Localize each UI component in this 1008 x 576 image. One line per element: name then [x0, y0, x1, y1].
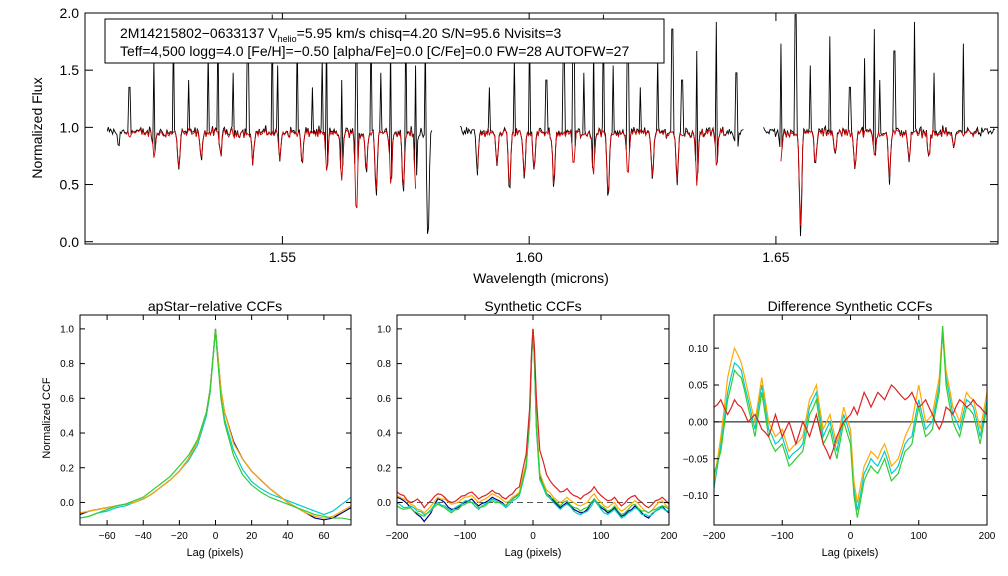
ccf2-ytick-label: 0.2 [377, 463, 391, 474]
ccf2-ytick-label: 0.4 [377, 429, 391, 440]
ccf3-xtick-label: 100 [910, 531, 927, 542]
annotation-line1-prefix: 2M14215802−0633137 V [120, 25, 278, 41]
spectrum-frame [84, 12, 999, 245]
annotation-line1-suffix: =5.95 km/s chisq=4.20 S/N=95.6 Nvisits=3 [297, 25, 562, 41]
ccf2-ytick-label: 0.0 [377, 498, 391, 509]
ccf2-xtick-label: 0 [530, 531, 536, 542]
spectrum-traces [106, 14, 996, 237]
ccf1-ytick-label: 0.8 [60, 359, 74, 370]
ccf1-xtick-label: 0 [213, 531, 219, 542]
spectrum-xtick-label: 1.60 [516, 249, 543, 265]
spectrum-ytick-label: 0.5 [60, 177, 80, 193]
ccf3-xlabel: Lag (pixels) [822, 547, 879, 559]
ccf2-xtick-label: 100 [593, 531, 610, 542]
ccf3-ytick-label: 0.00 [689, 417, 709, 428]
ccf2-traces [397, 328, 669, 523]
spectrum-model-chip-3 [780, 127, 978, 226]
ccf3-xtick-label: −200 [703, 531, 726, 542]
ccf3-series-visit-4 [714, 384, 987, 461]
ccf2-xtick-label: −200 [386, 531, 409, 542]
spectrum-ylabel: Normalized Flux [29, 77, 45, 178]
ccf1-xtick-label: −20 [171, 531, 188, 542]
spectrum-xtick-label: 1.65 [762, 249, 789, 265]
ccf1-ytick-label: 0.6 [60, 394, 74, 405]
ccf3-series-visit-3 [714, 326, 987, 518]
ccf2-title: Synthetic CCFs [484, 298, 581, 314]
ccf3-ytick-label: 0.05 [689, 381, 709, 392]
spectrum-panel: 1.55 1.60 1.65 0.0 0.5 1.0 1.5 2.0 Wavelength (… [29, 5, 999, 286]
ccf3-xtick-label: 0 [848, 531, 854, 542]
ccf2-ytick-label: 0.8 [377, 359, 391, 370]
ccf3-ytick-label: 0.10 [689, 344, 709, 355]
ccf-panel-difference: Difference Synthetic CCFs −200 −100 0 100 20… [683, 298, 996, 559]
spectrum-ytick-label: 2.0 [60, 5, 80, 21]
ccf1-ytick-label: 1.0 [60, 324, 74, 335]
ccf3-ytick-label: −0.05 [683, 454, 709, 465]
ccf2-xtick-label: −100 [454, 531, 477, 542]
ccf1-xtick-label: −60 [99, 531, 116, 542]
ccf1-xlabel: Lag (pixels) [187, 547, 244, 559]
ccf1-xtick-label: 60 [318, 531, 330, 542]
ccf1-xtick-label: 20 [246, 531, 258, 542]
annotation-line1: 2M14215802−0633137 Vhelio=5.95 km/s chis… [120, 25, 561, 44]
spectrum-model-chip-1 [124, 127, 417, 209]
ccf2-xtick-label: 200 [661, 531, 678, 542]
ccf2-ytick-label: 1.0 [377, 324, 391, 335]
ccf1-ytick-label: 0.2 [60, 463, 74, 474]
ccf1-title: apStar−relative CCFs [148, 298, 282, 314]
ccf2-ytick-label: 0.6 [377, 394, 391, 405]
annotation-line1-sub: helio [278, 34, 297, 44]
annotation-box [104, 18, 665, 64]
ccf1-ytick-label: 0.0 [60, 498, 74, 509]
ccf1-series-visit-3 [80, 328, 351, 521]
spectrum-ytick-label: 1.5 [60, 62, 80, 78]
ccf-panel-synthetic: Synthetic CCFs −200 −100 0 100 200 0.0 0.2 0.4 0… [377, 298, 678, 559]
ccf2-series-visit-4 [397, 328, 669, 509]
spectrum-model-chip-2 [476, 127, 727, 192]
ccf1-xtick-label: 40 [282, 531, 294, 542]
spectrum-xtick-label: 1.55 [269, 249, 296, 265]
ccf1-ytick-label: 0.4 [60, 429, 74, 440]
ccf3-traces [714, 326, 987, 518]
ccf1-traces [80, 328, 351, 521]
ccf3-xtick-label: 200 [979, 531, 996, 542]
spectrum-xlabel: Wavelength (microns) [473, 270, 609, 286]
ccf3-title: Difference Synthetic CCFs [768, 298, 933, 314]
ccf2-xlabel: Lag (pixels) [505, 547, 562, 559]
ccf-panel-apstar-relative: apStar−relative CCFs −60 −40 −20 0 20 40 60 0.0… [41, 298, 352, 559]
spectrum-ytick-label: 0.0 [60, 234, 80, 250]
ccf1-ylabel: Normalized CCF [41, 377, 53, 459]
spectrum-ytick-label: 1.0 [60, 119, 80, 135]
ccf3-xtick-label: −100 [771, 531, 794, 542]
ccf1-xtick-label: −40 [135, 531, 152, 542]
annotation-line2: Teff=4,500 logg=4.0 [Fe/H]=−0.50 [alpha/… [120, 43, 629, 59]
ccf3-ytick-label: −0.10 [683, 491, 709, 502]
